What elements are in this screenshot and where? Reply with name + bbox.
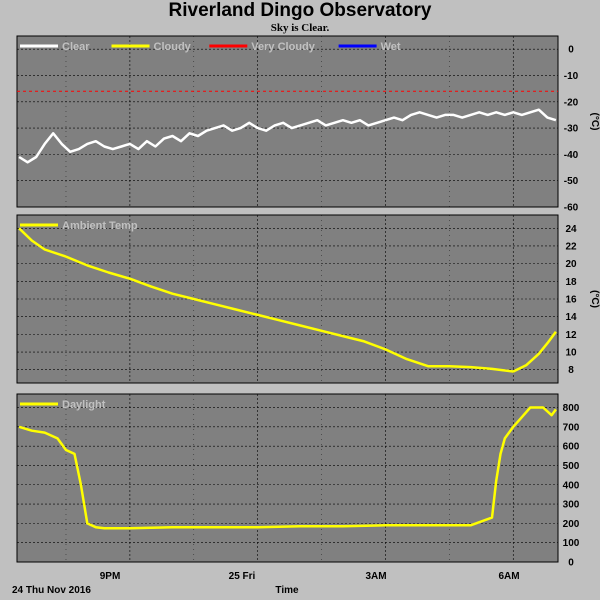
- legend-label: Very Cloudy: [251, 41, 315, 53]
- y-tick-label: 100: [563, 538, 580, 549]
- y-tick-label: 0: [568, 558, 574, 569]
- y-tick-label: 600: [563, 442, 580, 453]
- plot-area: [16, 214, 559, 384]
- panel-sky: 0 -10 -20 -30 -40 -50 -60 (°C) Clear Cloudy Very C…: [16, 35, 600, 214]
- legend-label: Ambient Temp: [62, 220, 138, 232]
- y-tick-label: 400: [563, 480, 580, 491]
- x-tick-label: 9PM: [100, 571, 121, 582]
- y-tick-label: 8: [568, 365, 574, 376]
- y-tick-label: 18: [565, 277, 577, 288]
- y-tick-label: -50: [564, 176, 579, 187]
- y-tick-label: 200: [563, 519, 580, 530]
- legend-label: Wet: [381, 41, 401, 53]
- legend-label: Daylight: [62, 399, 106, 411]
- series-line: [18, 227, 557, 373]
- x-tick-label: 6AM: [498, 571, 519, 582]
- y-tick-label: 16: [565, 295, 577, 306]
- y-axis-label: (°C): [589, 113, 600, 131]
- y-tick-label: -60: [564, 203, 579, 214]
- y-tick-label: 800: [563, 403, 580, 414]
- y-tick-label: 22: [565, 241, 577, 252]
- x-tick-label: 25 Fri: [229, 571, 256, 582]
- y-tick-label: -30: [564, 124, 579, 135]
- panel-daylight: 800 700 600 500 400 300 200 100 0 Daylight: [16, 393, 580, 569]
- x-tick-label: 3AM: [365, 571, 386, 582]
- panel-ambient: 24 22 20 18 16 14 12 10 8 (°C) Ambient Temp: [16, 214, 600, 384]
- y-tick-label: 500: [563, 461, 580, 472]
- date-label: 24 Thu Nov 2016: [12, 585, 91, 596]
- y-axis-label: (°C): [589, 290, 600, 308]
- y-tick-label: 700: [563, 422, 580, 433]
- y-tick-label: 24: [565, 224, 577, 235]
- series-line: [18, 108, 557, 164]
- chart-title: Riverland Dingo Observatory: [168, 0, 432, 21]
- legend-label: Cloudy: [154, 41, 192, 53]
- y-tick-label: 12: [565, 330, 577, 341]
- y-tick-label: 14: [565, 312, 577, 323]
- y-tick-label: 20: [565, 259, 577, 270]
- x-axis-label: Time: [275, 585, 299, 596]
- y-tick-label: -40: [564, 150, 579, 161]
- y-tick-label: -10: [564, 71, 579, 82]
- series-line: [18, 406, 557, 530]
- y-tick-label: -20: [564, 97, 579, 108]
- plot-area: [16, 393, 559, 563]
- sky-status: Sky is Clear.: [270, 22, 330, 34]
- plot-area: [16, 35, 559, 208]
- y-tick-label: 10: [565, 348, 577, 359]
- y-tick-label: 300: [563, 500, 580, 511]
- y-tick-label: 0: [568, 45, 574, 56]
- legend-label: Clear: [62, 41, 90, 53]
